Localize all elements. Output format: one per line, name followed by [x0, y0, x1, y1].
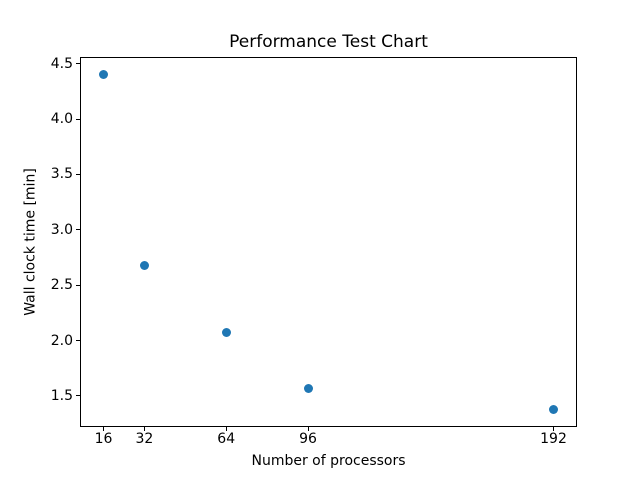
x-tick-label: 16 — [94, 431, 113, 447]
x-axis-label: Number of processors — [251, 453, 406, 469]
y-tick-label: 3.0 — [50, 221, 73, 238]
y-tick-label: 4.0 — [50, 111, 73, 128]
y-tick-mark — [76, 395, 80, 397]
data-point — [221, 328, 231, 338]
y-tick-label: 2.0 — [50, 332, 73, 349]
x-tick-mark — [553, 427, 554, 431]
y-tick-label: 3.5 — [50, 166, 73, 183]
y-tick-label: 1.5 — [50, 387, 73, 404]
y-axis-label: Wall clock time [min] — [22, 168, 39, 316]
data-point — [303, 383, 313, 393]
plot-area — [80, 57, 577, 427]
y-tick-label: 2.5 — [50, 277, 73, 294]
x-tick-mark — [143, 427, 145, 431]
y-tick-mark — [76, 63, 80, 65]
chart-title: Performance Test Chart — [229, 32, 428, 52]
y-tick-mark — [76, 229, 80, 231]
y-tick-mark — [76, 173, 80, 175]
y-tick-label: 4.5 — [50, 55, 73, 72]
y-tick-mark — [76, 284, 80, 286]
data-point — [139, 260, 149, 270]
x-tick-mark — [225, 427, 227, 431]
x-tick-label: 96 — [299, 431, 317, 447]
data-point — [549, 404, 558, 414]
x-tick-label: 64 — [217, 431, 236, 447]
data-point — [99, 70, 108, 80]
x-tick-label: 192 — [540, 431, 567, 447]
x-tick-label: 32 — [135, 431, 154, 447]
x-tick-mark — [307, 427, 309, 431]
y-tick-mark — [76, 118, 80, 120]
y-tick-mark — [76, 340, 80, 342]
x-tick-mark — [103, 427, 104, 431]
